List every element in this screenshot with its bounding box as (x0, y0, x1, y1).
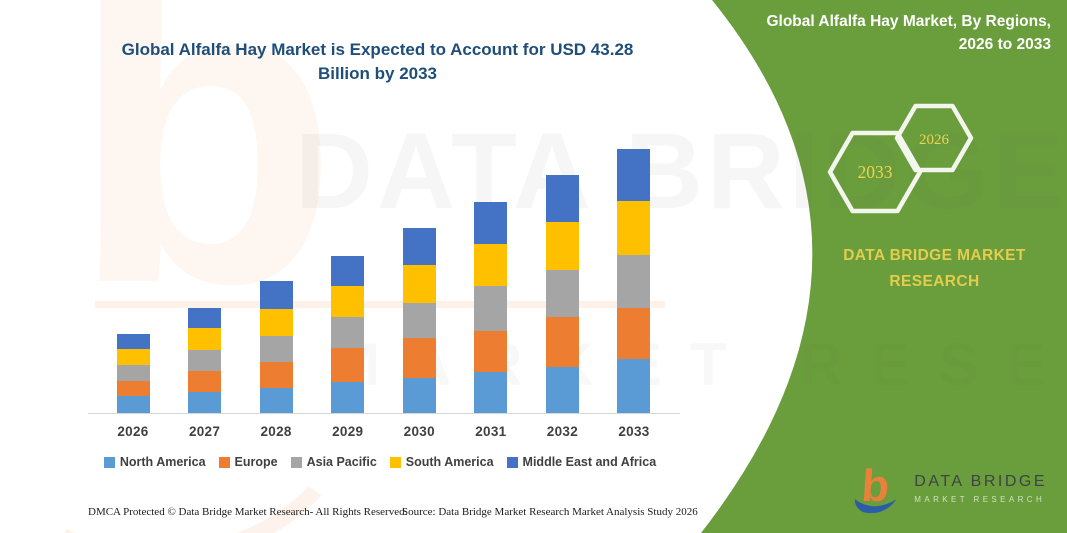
panel-heading-line2: 2026 to 2033 (958, 36, 1051, 54)
logo-name: DATA BRIDGE (914, 472, 1047, 490)
panel-heading: Global Alfalfa Hay Market, By Regions, 2… (721, 10, 1051, 57)
legend-swatch (506, 456, 518, 468)
legend-swatch (290, 456, 302, 468)
bar-segment-middle-east-and-africa (188, 307, 222, 329)
svg-text:2026: 2026 (919, 132, 950, 148)
bar-segment-europe (116, 380, 150, 396)
bar-segment-europe (188, 371, 222, 393)
bar-segment-north-america (331, 381, 365, 413)
bar-segment-north-america (188, 392, 222, 413)
brand-text: DATA BRIDGE MARKET RESEARCH (812, 243, 1057, 294)
bar-segment-north-america (116, 395, 150, 413)
bar-segment-asia-pacific (617, 255, 651, 308)
legend-label: South America (405, 455, 494, 469)
hexagon-2026-badge: 2026 (894, 103, 974, 173)
bar-segment-middle-east-and-africa (617, 148, 651, 201)
bar-segment-north-america (545, 366, 579, 413)
bar-segment-europe (617, 307, 651, 359)
legend-swatch (218, 456, 230, 468)
chart-title: Global Alfalfa Hay Market is Expected to… (121, 40, 634, 83)
brand-text-line1: DATA BRIDGE MARKET (843, 247, 1026, 264)
svg-text:2033: 2033 (858, 162, 893, 182)
bar-segment-middle-east-and-africa (116, 333, 150, 350)
bar-segment-middle-east-and-africa (402, 228, 436, 266)
bar-segment-europe (331, 347, 365, 382)
legend-item-south-america: South America (389, 455, 494, 469)
bar-segment-middle-east-and-africa (474, 201, 508, 245)
x-tick-label-2026: 2026 (117, 424, 149, 439)
bar-segment-south-america (188, 328, 222, 350)
bar-segment-south-america (331, 286, 365, 318)
bar-segment-asia-pacific (188, 349, 222, 372)
company-logo-icon: b (855, 460, 897, 514)
footer-source-text: Source: Data Bridge Market Research Mark… (402, 506, 698, 518)
stacked-bar-2033 (617, 148, 651, 413)
legend-label: Europe (234, 455, 278, 469)
legend-item-north-america: North America (103, 455, 206, 469)
x-tick-label-2032: 2032 (546, 424, 579, 439)
bar-segment-south-america (259, 308, 293, 336)
bar-segment-asia-pacific (331, 317, 365, 348)
bar-segment-asia-pacific (259, 335, 293, 362)
x-tick-label-2029: 2029 (332, 424, 364, 439)
company-logo: b DATA BRIDGE MARKET RESEARCH (853, 460, 1047, 516)
legend-swatch (389, 456, 401, 468)
bar-segment-north-america (402, 377, 436, 413)
stacked-bar-2029 (331, 256, 365, 413)
x-tick-label-2027: 2027 (188, 424, 221, 439)
bar-segment-north-america (474, 371, 508, 413)
bar-segment-asia-pacific (402, 302, 436, 339)
bar-segment-europe (259, 361, 293, 388)
chart-legend: North America Europe Asia Pacific South Ame… (80, 455, 680, 469)
stacked-bar-2027 (188, 307, 222, 413)
bar-segment-south-america (474, 244, 508, 287)
legend-swatch (103, 456, 115, 468)
bar-segment-middle-east-and-africa (545, 175, 579, 223)
stacked-bar-2031 (474, 201, 508, 413)
footer-dmca-text: DMCA Protected © Data Bridge Market Rese… (88, 506, 408, 518)
hexagon-year-badges: 2033 2026 (827, 103, 974, 214)
stacked-bar-2026 (116, 333, 150, 413)
bar-segment-asia-pacific (116, 365, 150, 381)
x-axis-line (88, 413, 680, 414)
x-tick-label-2031: 2031 (475, 424, 507, 439)
legend-item-asia-pacific: Asia Pacific (290, 455, 377, 469)
legend-label: North America (119, 455, 206, 469)
bar-segment-middle-east-and-africa (331, 256, 365, 287)
bar-segment-south-america (116, 349, 150, 366)
bar-segment-south-america (545, 222, 579, 271)
stacked-bar-2028 (259, 280, 293, 413)
panel-heading-line1: Global Alfalfa Hay Market, By Regions, (766, 13, 1051, 30)
bar-segment-asia-pacific (474, 286, 508, 332)
svg-text:b: b (860, 460, 891, 511)
legend-item-europe: Europe (218, 455, 278, 469)
stacked-bar-2030 (402, 228, 436, 413)
bar-segment-europe (402, 338, 436, 378)
bar-segment-middle-east-and-africa (259, 280, 293, 309)
legend-item-middle-east-and-africa: Middle East and Africa (506, 455, 657, 469)
logo-tagline: MARKET RESEARCH (914, 494, 1046, 504)
legend-label: Middle East and Africa (522, 455, 657, 469)
stacked-bar-2032 (545, 175, 579, 413)
chart-plot (88, 140, 680, 414)
hexagon-2033-badge: 2033 (827, 130, 923, 214)
x-tick-label-2030: 2030 (403, 424, 435, 439)
legend-label: Asia Pacific (306, 455, 377, 469)
bar-segment-europe (474, 331, 508, 372)
bar-segment-north-america (259, 388, 293, 413)
bar-segment-north-america (617, 358, 651, 413)
bar-segment-south-america (617, 200, 651, 256)
brand-text-line2: RESEARCH (889, 272, 980, 290)
x-axis-labels: 2026 2027 2028 2029 2030 2031 2032 2033 (88, 424, 680, 442)
x-tick-label-2033: 2033 (618, 424, 650, 439)
bar-segment-south-america (402, 265, 436, 303)
x-tick-label-2028: 2028 (260, 424, 292, 439)
bar-segment-asia-pacific (545, 270, 579, 318)
bar-segment-europe (545, 317, 579, 367)
